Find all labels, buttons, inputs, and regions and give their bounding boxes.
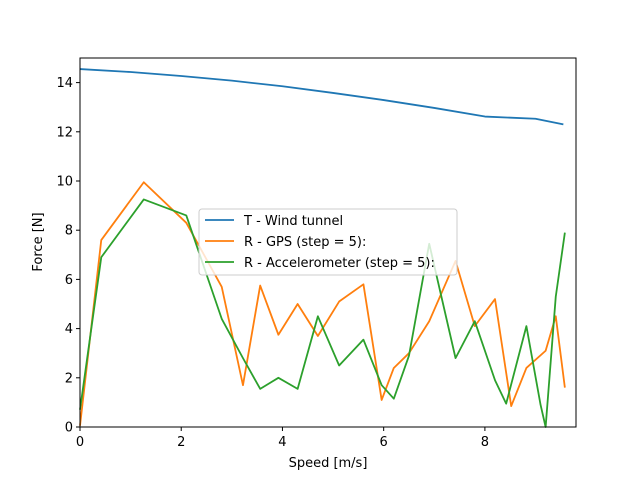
series-line-1 <box>79 68 564 126</box>
series-layer <box>79 68 566 428</box>
x-tick-label: 8 <box>481 435 489 450</box>
y-tick-label: 0 <box>65 421 73 436</box>
y-tick-label: 4 <box>65 322 73 337</box>
legend-label-wind-tunnel: T - Wind tunnel <box>243 214 343 229</box>
x-tick-label: 6 <box>380 435 388 450</box>
x-tick-label: 0 <box>76 435 84 450</box>
series-line-3 <box>79 198 566 428</box>
y-tick-label: 6 <box>65 273 73 288</box>
x-axis-label: Speed [m/s] <box>289 456 368 471</box>
legend: T - Wind tunnel R - GPS (step = 5): R - … <box>198 208 458 276</box>
y-axis-ticks: 0 2 4 6 8 10 12 14 <box>56 76 80 436</box>
legend-label-gps: R - GPS (step = 5): <box>244 235 366 250</box>
x-tick-label: 4 <box>278 435 286 450</box>
y-tick-label: 2 <box>65 371 73 386</box>
series-line-2 <box>79 181 566 426</box>
legend-box <box>198 208 458 276</box>
plot-frame <box>79 57 577 428</box>
x-tick-label: 2 <box>177 435 185 450</box>
y-tick-label: 8 <box>65 224 73 239</box>
y-tick-label: 14 <box>56 76 73 91</box>
y-tick-label: 10 <box>56 175 73 190</box>
y-axis-label: Force [N] <box>31 212 46 271</box>
y-tick-label: 12 <box>56 125 73 140</box>
x-axis-ticks: 0 2 4 6 8 <box>76 427 489 450</box>
legend-label-accelerometer: R - Accelerometer (step = 5): <box>244 256 435 271</box>
